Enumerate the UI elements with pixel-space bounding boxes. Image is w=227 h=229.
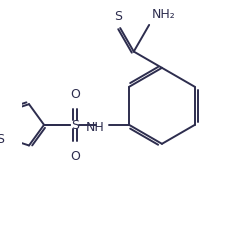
Text: O: O [69, 88, 79, 101]
Text: S: S [114, 10, 122, 23]
Text: O: O [69, 150, 79, 163]
Text: NH: NH [86, 121, 104, 134]
Text: NH₂: NH₂ [151, 8, 175, 21]
Text: S: S [0, 132, 4, 145]
Text: S: S [70, 119, 79, 132]
